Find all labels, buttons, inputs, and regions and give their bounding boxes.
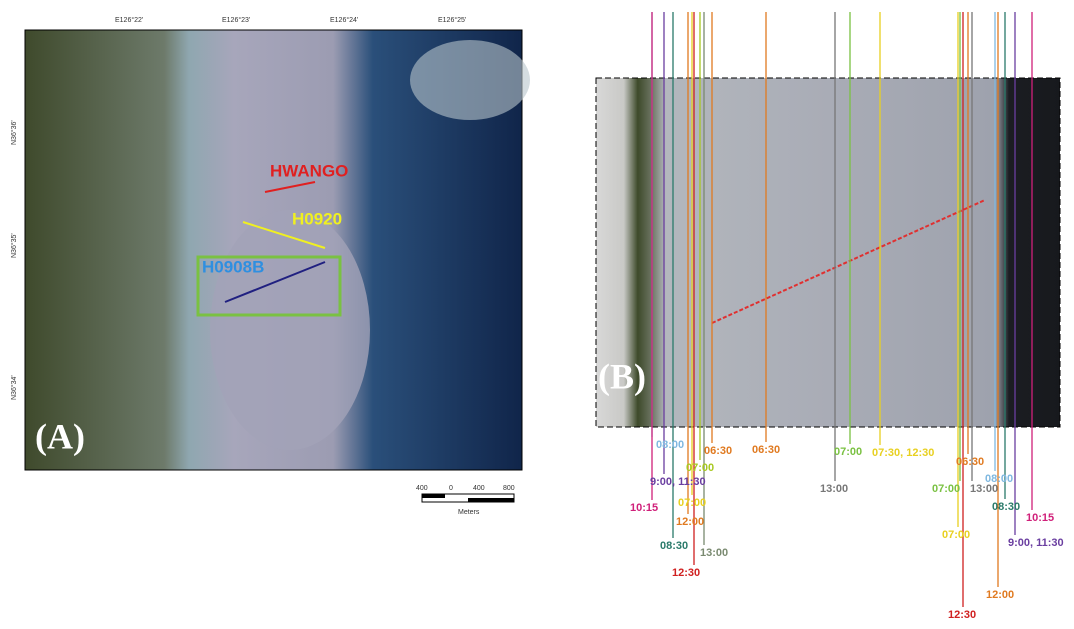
scale-bar <box>468 498 514 502</box>
time-label: 06:30 <box>752 444 780 456</box>
satellite-image-b <box>596 78 1060 427</box>
time-label: 10:15 <box>630 502 658 514</box>
time-label: 07:00 <box>686 462 714 474</box>
time-label: 08:30 <box>660 540 688 552</box>
panel-label: (B) <box>598 356 646 396</box>
time-label: 07:00 <box>834 446 862 458</box>
panel-label: (A) <box>35 416 85 456</box>
time-label: 9:00, 11:30 <box>1008 537 1064 549</box>
lat-tick: N36°36' <box>10 120 18 145</box>
time-label: 9:00, 11:30 <box>650 476 706 488</box>
time-label: 07:00 <box>678 497 706 509</box>
lat-tick: N36°35' <box>10 233 18 258</box>
scale-tick: 400 <box>416 485 428 492</box>
lon-tick: E126°25' <box>438 16 466 24</box>
lon-tick: E126°24' <box>330 16 358 24</box>
lon-tick: E126°22' <box>115 16 143 24</box>
time-label: 13:00 <box>820 483 848 495</box>
time-label: 10:15 <box>1026 512 1054 524</box>
time-label: 12:30 <box>948 609 976 621</box>
sand-bank <box>410 40 530 120</box>
time-label: 07:30, 12:30 <box>872 447 934 459</box>
time-label: 12:00 <box>986 589 1014 601</box>
scale-unit: Meters <box>458 509 480 516</box>
scale-tick: 0 <box>449 485 453 492</box>
site-label: HWANGO <box>270 161 348 180</box>
site-label: H0908B <box>202 257 264 276</box>
time-label: 06:30 <box>704 445 732 457</box>
tidal-flat <box>210 210 370 450</box>
time-label: 13:00 <box>700 547 728 559</box>
time-label: 06:30 <box>956 456 984 468</box>
lon-tick: E126°23' <box>222 16 250 24</box>
figure: HWANGO H0920 H0908B E126°22' E126°23' E1… <box>0 0 1074 624</box>
scale-tick: 800 <box>503 485 515 492</box>
time-label: 08:00 <box>656 439 684 451</box>
time-label: 12:30 <box>672 567 700 579</box>
time-label: 12:00 <box>676 516 704 528</box>
time-label: 07:00 <box>942 529 970 541</box>
lat-tick: N36°34' <box>10 375 18 400</box>
time-label: 07:00 <box>932 483 960 495</box>
scale-bar <box>422 494 445 498</box>
scale-tick: 400 <box>473 485 485 492</box>
site-label: H0920 <box>292 209 342 228</box>
time-label: 13:00 <box>970 483 998 495</box>
time-label: 08:30 <box>992 501 1020 513</box>
